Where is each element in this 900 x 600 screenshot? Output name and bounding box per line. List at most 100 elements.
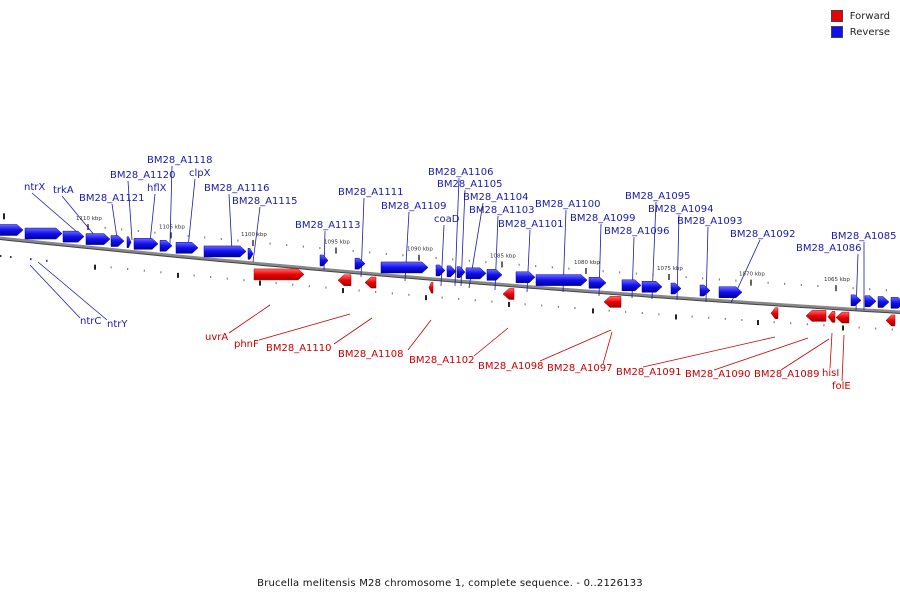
lower-minor-tick (641, 312, 643, 315)
tick-label: 1080 kbp (574, 260, 600, 266)
minor-tick (154, 231, 156, 234)
chromosome-backbone (0, 236, 900, 314)
lower-minor-tick (226, 277, 228, 280)
minor-tick (369, 251, 371, 254)
forward-gene (502, 288, 515, 300)
reverse-gene-label-line (440, 224, 445, 287)
reverse-gene (110, 235, 125, 247)
minor-tick (551, 266, 553, 269)
forward-gene-label: uvrA (205, 332, 228, 343)
reverse-gene (380, 261, 429, 274)
reverse-gene-label-line (37, 261, 108, 321)
lower-minor-tick (408, 293, 410, 296)
lower-minor-tick (127, 268, 129, 271)
reverse-gene-label: trkA (53, 185, 74, 196)
reverse-gene-label: BM28_A1115 (232, 196, 298, 207)
forward-gene-label-line (841, 334, 845, 382)
reverse-gene (159, 240, 173, 252)
reverse-gene (588, 277, 607, 289)
lower-tick (342, 288, 344, 294)
reverse-gene (621, 279, 642, 292)
reverse-gene (62, 230, 85, 243)
reverse-gene-label: BM28_A1109 (381, 201, 447, 212)
legend-forward-label: Forward (849, 10, 890, 22)
reverse-gene-label: hflX (147, 183, 167, 194)
forward-gene-label: BM28_A1097 (547, 363, 613, 374)
forward-gene (337, 274, 352, 287)
lower-minor-tick (724, 317, 726, 320)
reverse-gene-label-line (454, 177, 460, 287)
forward-gene (428, 281, 434, 294)
tick-label: 1095 kbp (324, 240, 350, 246)
forward-gene (253, 268, 305, 281)
reverse-gene-label-line (127, 180, 133, 241)
lower-minor-tick (243, 279, 245, 282)
lower-minor-tick (358, 289, 360, 292)
gene-labels: ntrX trkA BM28_A1121 BM28_A1120 hflX BM28_A11… (24, 155, 897, 392)
minor-tick (635, 272, 637, 275)
reverse-gene (24, 227, 63, 240)
minor-tick (204, 236, 206, 239)
reverse-gene (718, 286, 743, 299)
lower-minor-tick (658, 313, 660, 316)
lower-minor-tick (557, 305, 559, 308)
reverse-gene (486, 269, 503, 281)
minor-tick (852, 287, 854, 290)
lower-minor-tick (275, 282, 277, 285)
reverse-gene-label-line (111, 203, 118, 239)
minor-tick (869, 288, 871, 291)
reverse-gene-label: BM28_A1121 (79, 193, 145, 204)
forward-gene-label-line (829, 332, 833, 369)
minor-tick (137, 230, 139, 233)
reverse-gene (877, 296, 890, 308)
legend: Forward Reverse (830, 8, 890, 40)
forward-gene-label-line (713, 337, 809, 371)
forward-gene (364, 276, 377, 289)
reverse-gene (890, 297, 900, 309)
forward-gene (835, 311, 850, 324)
minor-tick (402, 254, 404, 257)
lower-minor-tick (325, 286, 327, 289)
gene-features (0, 224, 900, 327)
lower-minor-tick (858, 326, 860, 329)
reverse-gene-label: BM28_A1094 (648, 204, 714, 215)
reverse-gene (133, 238, 159, 250)
reverse-gene-label: BM28_A1105 (437, 179, 503, 190)
forward-gene (827, 311, 836, 323)
minor-tick (885, 289, 887, 292)
minor-tick (568, 267, 570, 270)
forward-gene-label: folE (832, 381, 851, 392)
minor-tick (817, 284, 819, 287)
forward-gene-label-line (642, 336, 776, 368)
tick-label: 1105 kbp (159, 224, 185, 230)
minor-tick (535, 265, 537, 268)
lower-minor-tick (773, 321, 775, 324)
reverse-gene (670, 282, 682, 295)
reverse-gene-label: ntrY (107, 319, 128, 330)
lower-minor-tick (0, 255, 2, 257)
reverse-gene-label-line (187, 178, 196, 249)
major-tick (3, 213, 5, 220)
reverse-gene-label-line (149, 193, 156, 243)
forward-gene (885, 314, 896, 327)
lower-minor-tick (574, 307, 576, 310)
lower-minor-tick (210, 276, 212, 279)
forward-gene-label: BM28_A1091 (616, 367, 682, 378)
lower-minor-tick (524, 303, 526, 306)
minor-tick (685, 276, 687, 279)
forward-gene-label: BM28_A1110 (266, 343, 332, 354)
minor-tick (518, 263, 520, 266)
minor-tick (702, 277, 704, 280)
lower-minor-tick (10, 256, 12, 259)
reverse-gene-label: BM28_A1095 (625, 191, 691, 202)
forward-gene-label: phnF (234, 339, 259, 350)
tick-label: 1090 kbp (407, 247, 433, 253)
lower-minor-tick (741, 319, 743, 322)
lower-tick (757, 320, 759, 326)
reverse-gene (641, 281, 663, 293)
lower-tick (675, 314, 677, 320)
reverse-gene-label: BM28_A1086 (796, 243, 862, 254)
forward-gene-label-line (539, 329, 612, 362)
reverse-gene-label: BM28_A1099 (570, 213, 636, 224)
reverse-gene (85, 233, 111, 245)
